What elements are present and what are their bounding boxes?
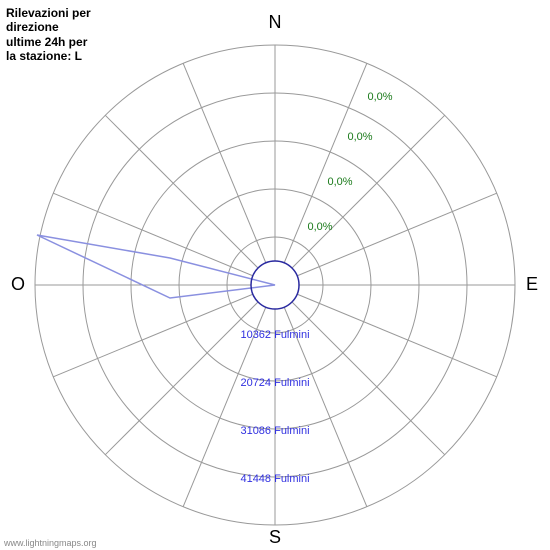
spoke xyxy=(53,193,275,285)
pct-label-2: 0,0% xyxy=(347,131,372,143)
fulmini-label-3: 41448 Fulmini xyxy=(240,473,309,485)
pct-label-0: 0,0% xyxy=(307,221,332,233)
cardinal-S: S xyxy=(269,527,281,547)
cardinal-N: N xyxy=(269,12,282,32)
spoke xyxy=(105,115,275,285)
pct-label-3: 0,0% xyxy=(367,91,392,103)
spoke xyxy=(275,63,367,285)
spoke xyxy=(183,63,275,285)
fulmini-label-1: 20724 Fulmini xyxy=(240,377,309,389)
spoke xyxy=(275,193,497,285)
fulmini-label-0: 10362 Fulmini xyxy=(240,329,309,341)
cardinal-O: O xyxy=(11,274,25,294)
pct-label-1: 0,0% xyxy=(327,176,352,188)
cardinal-E: E xyxy=(526,274,538,294)
polar-chart: N E S O 0,0% 0,0% 0,0% 0,0% 10362 Fulmini 20724 F… xyxy=(0,0,550,550)
wind-rose-polygon xyxy=(37,235,275,298)
fulmini-label-2: 31086 Fulmini xyxy=(240,425,309,437)
